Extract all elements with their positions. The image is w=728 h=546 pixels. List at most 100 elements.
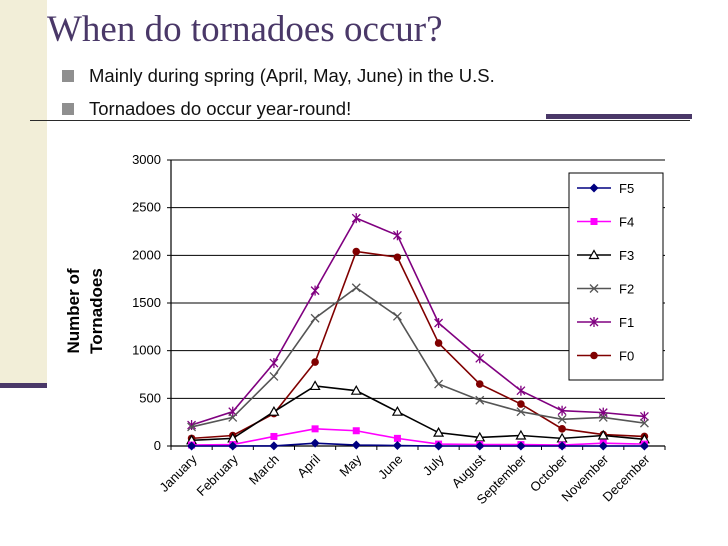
legend-label-f0: F0: [619, 349, 634, 364]
data-point-f4: [270, 432, 278, 440]
bullet-item: Mainly during spring (April, May, June) …: [62, 64, 495, 97]
data-point-f5: [269, 441, 279, 451]
legend-label-f2: F2: [619, 282, 634, 297]
data-point-f1: [475, 353, 485, 364]
data-point-f1: [310, 285, 320, 296]
data-point-f1: [269, 358, 279, 369]
data-point-f1: [392, 230, 402, 241]
data-point-f0: [311, 358, 319, 366]
legend-marker-f1: [589, 317, 599, 327]
data-point-f2: [516, 407, 526, 417]
data-point-f3: [515, 429, 527, 440]
x-tick-label: July: [420, 451, 447, 478]
slide-title: When do tornadoes occur?: [47, 9, 443, 50]
data-point-f2: [475, 395, 485, 405]
series-line-f2: [191, 286, 645, 428]
series-line-f4: [191, 428, 645, 446]
data-point-f3: [268, 405, 280, 416]
legend-label-f5: F5: [619, 181, 634, 196]
data-point-f2: [557, 414, 567, 424]
series-line-f1: [191, 217, 645, 426]
x-tick-label: April: [294, 451, 323, 480]
data-point-f3: [433, 426, 445, 437]
data-point-f3: [597, 429, 609, 440]
data-point-f2: [228, 412, 238, 422]
square-bullet-icon: [62, 103, 74, 115]
sidebar-accent: [0, 383, 47, 388]
x-tick-label: May: [336, 451, 364, 479]
data-point-f4: [311, 425, 319, 433]
data-point-f1: [434, 318, 444, 329]
y-tick-label: 500: [139, 390, 161, 405]
y-axis-title: Number of: [64, 268, 83, 353]
data-point-f3: [309, 380, 321, 391]
data-point-f5: [434, 441, 444, 451]
data-point-f2: [434, 379, 444, 389]
data-point-f2: [187, 422, 197, 432]
data-point-f3: [350, 384, 362, 395]
series-line-f0: [191, 250, 645, 440]
data-point-f1: [557, 405, 567, 416]
data-point-f0: [393, 253, 402, 262]
legend-marker-f3: [588, 249, 600, 260]
data-point-f5: [516, 441, 526, 451]
title-divider: [30, 120, 690, 121]
data-point-f2: [351, 283, 361, 293]
y-tick-label: 0: [154, 438, 161, 453]
data-point-f0: [434, 339, 443, 347]
x-tick-label: August: [449, 451, 488, 490]
y-tick-label: 2000: [132, 247, 161, 262]
y-axis-title: Tornadoes: [87, 268, 106, 354]
legend-box: [568, 172, 664, 381]
data-point-f0: [352, 247, 361, 256]
legend-label-f1: F1: [619, 315, 634, 330]
data-point-f2: [269, 371, 279, 381]
chart-panel: 0 500 1000 1500 2000 2500 3000 January February M…: [60, 143, 668, 546]
legend-marker-f4: [590, 218, 598, 225]
legend-marker-f0: [590, 351, 598, 360]
y-tick-label: 1500: [132, 295, 161, 310]
data-point-f1: [351, 213, 361, 224]
y-tick-label: 1000: [132, 343, 161, 358]
x-tick-label: June: [375, 452, 406, 483]
data-point-f4: [393, 434, 401, 442]
data-point-f1: [516, 385, 526, 396]
y-tick-label: 2500: [132, 200, 161, 215]
bullet-item: Tornadoes do occur year-round!: [62, 97, 495, 130]
data-point-f2: [310, 313, 320, 323]
data-point-f5: [187, 441, 197, 451]
y-tick-label: 3000: [132, 152, 161, 167]
data-point-f5: [557, 441, 567, 451]
sidebar-band: [0, 0, 47, 388]
legend-marker-f2: [589, 284, 599, 293]
legend-label-f3: F3: [619, 248, 634, 263]
data-point-f5: [392, 441, 402, 451]
square-bullet-icon: [62, 70, 74, 82]
data-point-f5: [228, 441, 238, 451]
legend-marker-f5: [589, 183, 599, 193]
data-point-f5: [598, 441, 608, 451]
divider-accent: [546, 114, 692, 119]
x-tick-label: March: [246, 452, 282, 488]
series-line-f3: [191, 385, 645, 442]
data-point-f4: [352, 427, 360, 435]
data-point-f3: [391, 405, 403, 416]
data-point-f5: [639, 441, 649, 451]
data-point-f3: [474, 431, 486, 442]
data-point-f0: [517, 400, 525, 408]
data-point-f5: [310, 438, 320, 448]
data-point-f1: [187, 420, 197, 431]
data-point-f2: [598, 412, 608, 422]
data-point-f0: [475, 380, 484, 388]
bullet-list: Mainly during spring (April, May, June) …: [62, 64, 495, 130]
data-point-f2: [639, 418, 649, 428]
bullet-text: Mainly during spring (April, May, June) …: [89, 65, 495, 86]
data-point-f5: [351, 440, 361, 450]
data-point-f1: [639, 411, 649, 422]
x-tick-label: February: [193, 451, 241, 499]
data-point-f0: [558, 425, 566, 433]
data-point-f2: [392, 311, 402, 321]
series-line-f5: [191, 442, 645, 447]
bullet-text: Tornadoes do occur year-round!: [89, 98, 352, 119]
